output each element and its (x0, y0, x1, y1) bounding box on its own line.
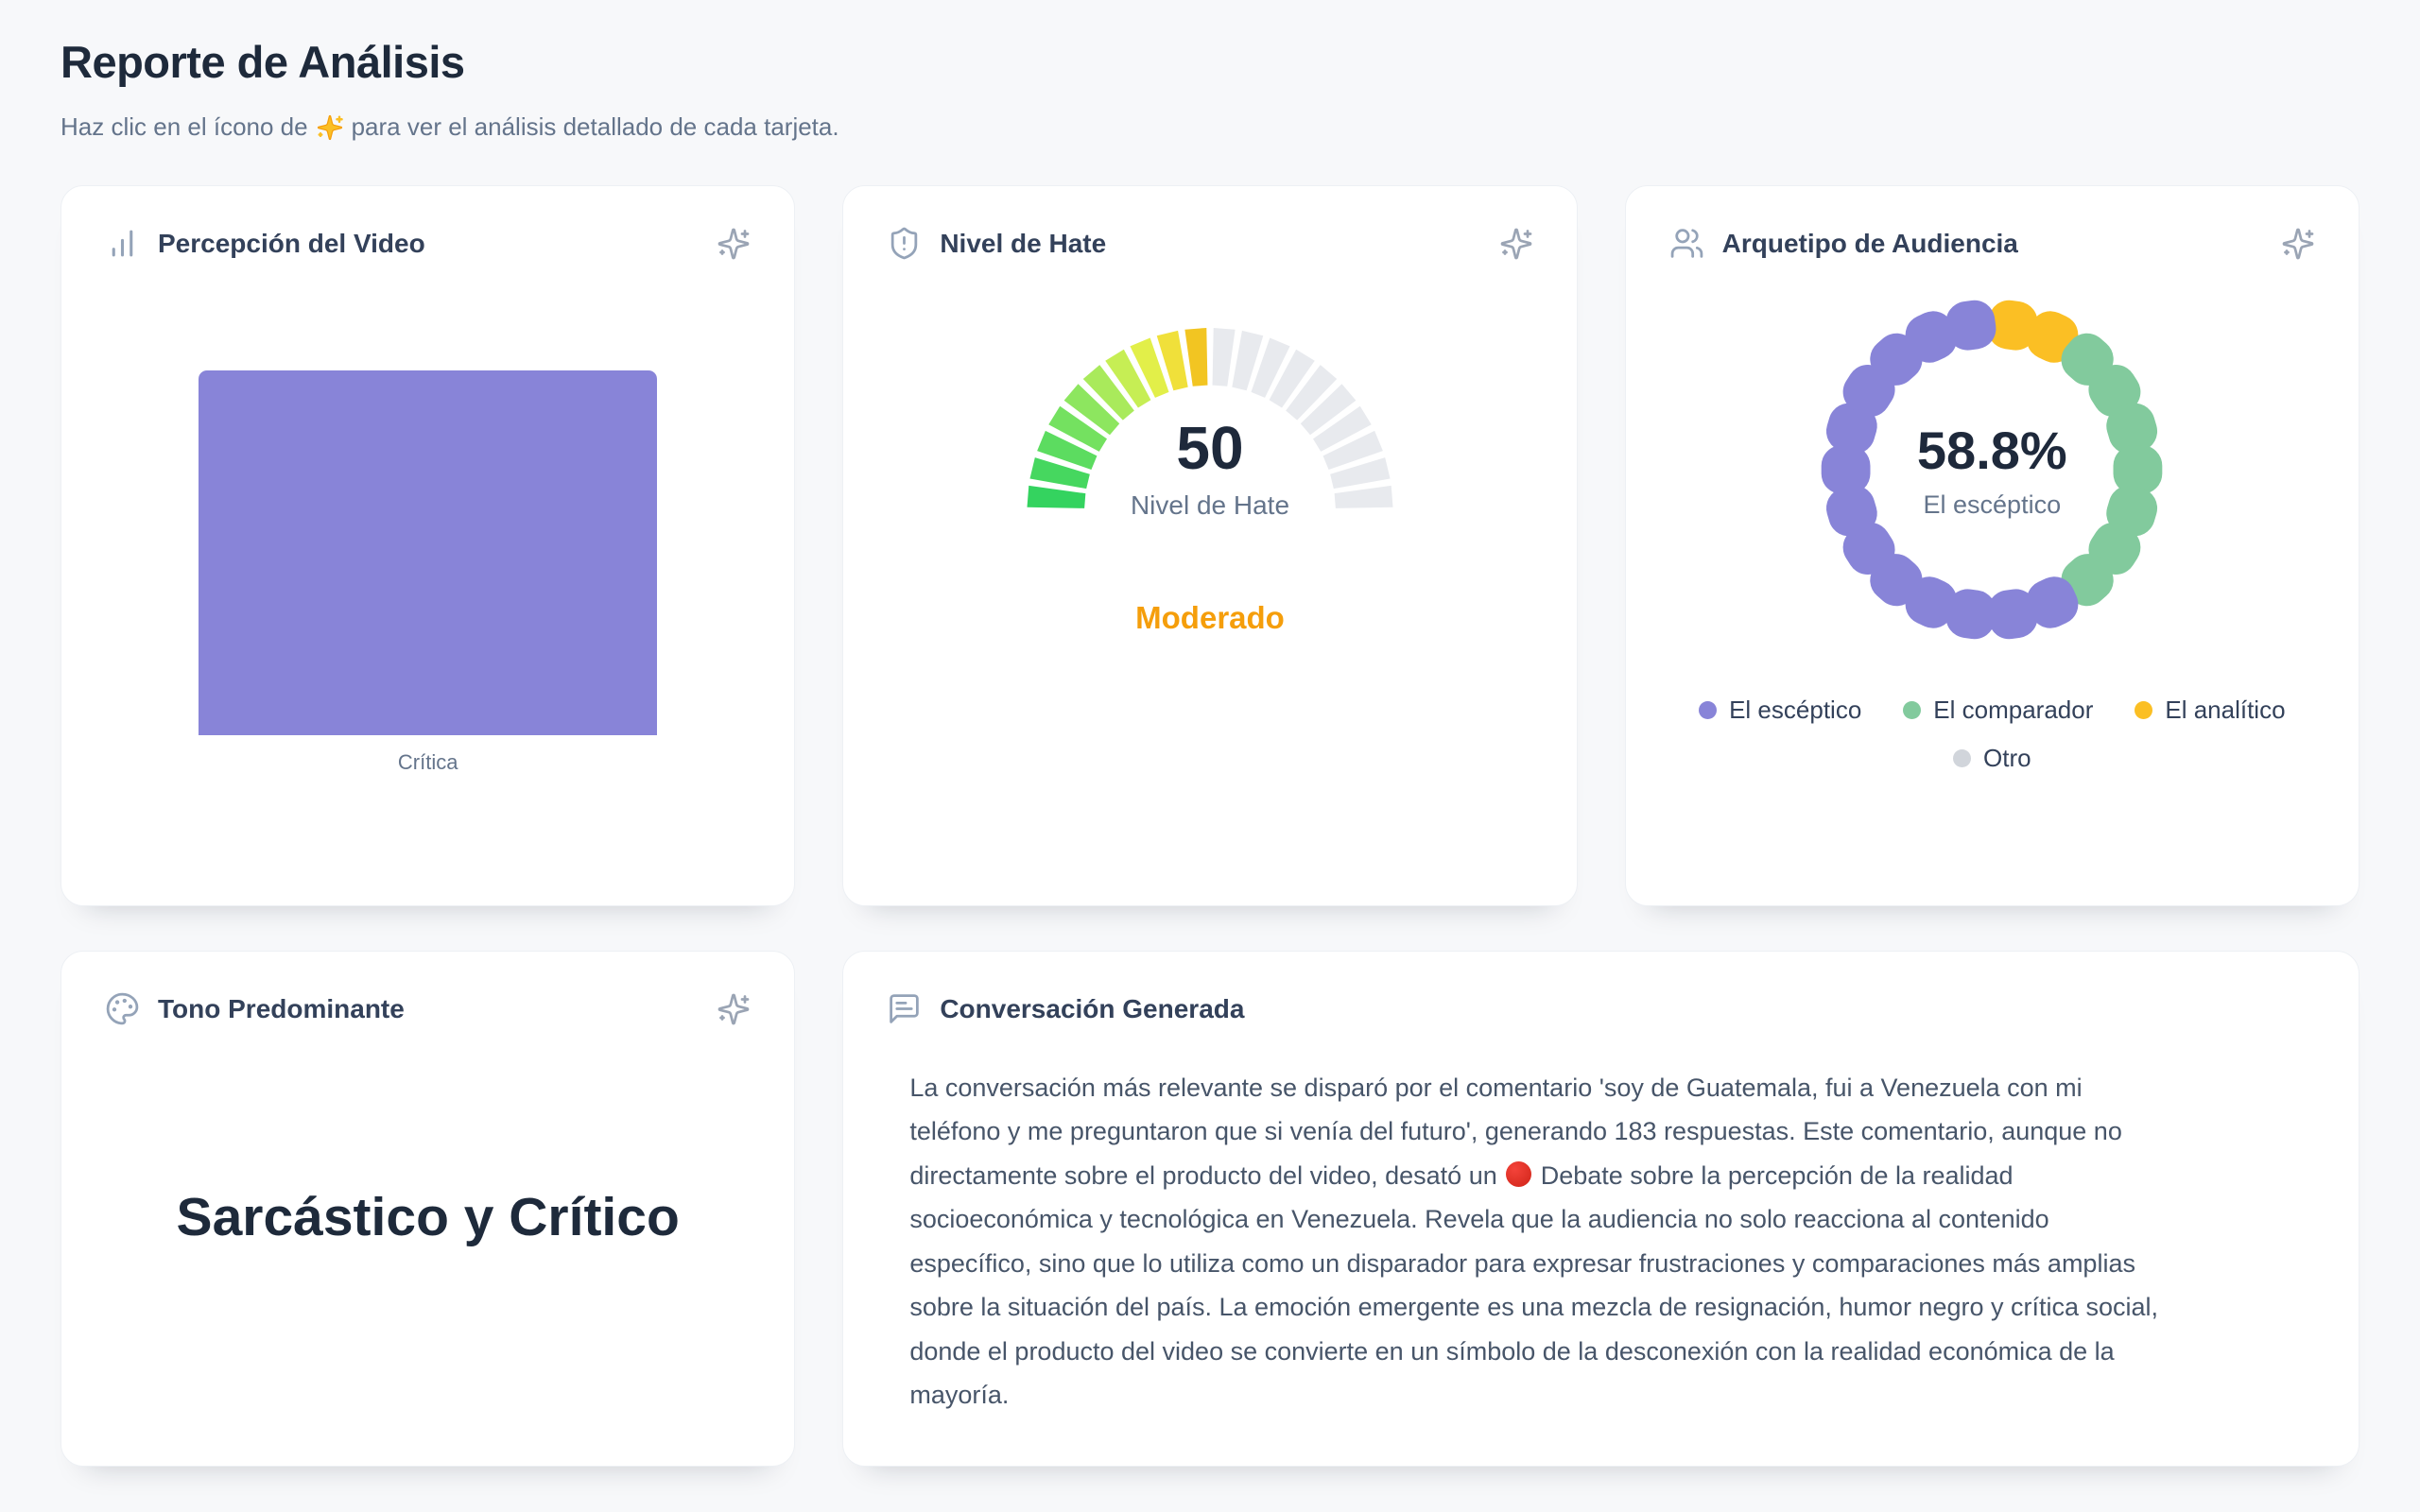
page-subtitle-text-after: para ver el análisis detallado de cada t… (351, 112, 839, 141)
page-title: Reporte de Análisis (60, 37, 465, 87)
legend-item: Otro (1953, 744, 2031, 773)
red-circle-emoji (1505, 1160, 1531, 1187)
conversation-summary-text: La conversación más relevante se disparó… (887, 1066, 2315, 1418)
legend-color-dot (1699, 701, 1718, 719)
card-nivel-de-hate: Nivel de Hate 50 Nivel de Hate Moderado (842, 185, 1578, 906)
card-title: Conversación Generada (940, 993, 1245, 1023)
card-header: Arquetipo de Audiencia (1669, 226, 2315, 261)
card-arquetipo-de-audiencia: Arquetipo de Audiencia 58.8% El escéptic… (1624, 185, 2360, 906)
sparkles-button[interactable] (1499, 227, 1533, 261)
legend-item: El escéptico (1699, 696, 1861, 725)
hate-gauge-svg (1027, 327, 1393, 508)
card-percepcion-del-video: Percepción del Video Crítica (60, 185, 796, 906)
legend-label: El analítico (2165, 696, 2286, 724)
card-header: Tono Predominante (105, 991, 751, 1026)
message-square-icon (887, 991, 922, 1026)
card-title: Arquetipo de Audiencia (1721, 228, 2018, 258)
hate-gauge: 50 Nivel de Hate (1021, 316, 1399, 520)
legend-color-dot (1953, 749, 1972, 767)
card-title: Percepción del Video (158, 228, 425, 258)
bar-critica (199, 370, 658, 735)
legend-color-dot (1903, 701, 1922, 719)
legend-item: El analítico (2135, 696, 2286, 725)
tono-value: Sarcástico y Crítico (176, 1186, 680, 1247)
perception-bar-chart: Crítica (105, 261, 751, 866)
page-subtitle: Haz clic en el ícono de para ver el análi… (60, 112, 2360, 142)
legend-color-dot (2135, 701, 2153, 719)
legend-row-2: Otro (1669, 744, 2315, 773)
legend-label: El comparador (1933, 696, 2094, 724)
palette-icon (105, 991, 140, 1026)
conversation-text-before: La conversación más relevante se disparó… (909, 1074, 2122, 1190)
shield-alert-icon (887, 226, 922, 261)
hate-status-label: Moderado (1135, 599, 1285, 635)
page-subtitle-text-before: Haz clic en el ícono de (60, 112, 308, 141)
users-icon (1669, 226, 1704, 261)
donut-legend: El escéptico El comparador El analítico Ot… (1669, 696, 2315, 773)
sparkles-button[interactable] (717, 992, 751, 1026)
gauge-center: 50 Nivel de Hate (1021, 413, 1399, 521)
bar-chart-icon (105, 226, 140, 261)
legend-row-1: El escéptico El comparador El analítico (1669, 696, 2315, 725)
legend-item: El comparador (1903, 696, 2093, 725)
card-title: Tono Predominante (158, 993, 405, 1023)
legend-label: Otro (1983, 744, 2031, 772)
card-header: Nivel de Hate (887, 226, 1532, 261)
sparkles-button[interactable] (717, 227, 751, 261)
gauge-value-label: Nivel de Hate (1130, 490, 1290, 520)
sparkle-emoji-icon (316, 113, 344, 142)
card-conversacion-generada: Conversación Generada La conversación má… (842, 951, 2360, 1467)
audience-donut-chart: 58.8% El escéptico (1789, 266, 2195, 673)
gauge-value: 50 (1176, 413, 1244, 482)
report-page: Reporte de Análisis Haz clic en el ícono… (60, 37, 2360, 1467)
audience-donut-svg (1822, 300, 2163, 640)
sparkles-button[interactable] (2281, 227, 2315, 261)
card-header: Conversación Generada (887, 991, 2315, 1026)
card-header: Percepción del Video (105, 226, 751, 261)
card-tono-predominante: Tono Predominante Sarcástico y Crítico (60, 951, 796, 1467)
conversation-text-after: Debate sobre la percepción de la realida… (909, 1160, 2159, 1410)
card-title: Nivel de Hate (940, 228, 1107, 258)
bar-x-axis-label: Crítica (397, 750, 458, 774)
cards-grid: Percepción del Video Crítica Nivel de Ha… (60, 185, 2360, 1467)
legend-label: El escéptico (1729, 696, 1862, 724)
